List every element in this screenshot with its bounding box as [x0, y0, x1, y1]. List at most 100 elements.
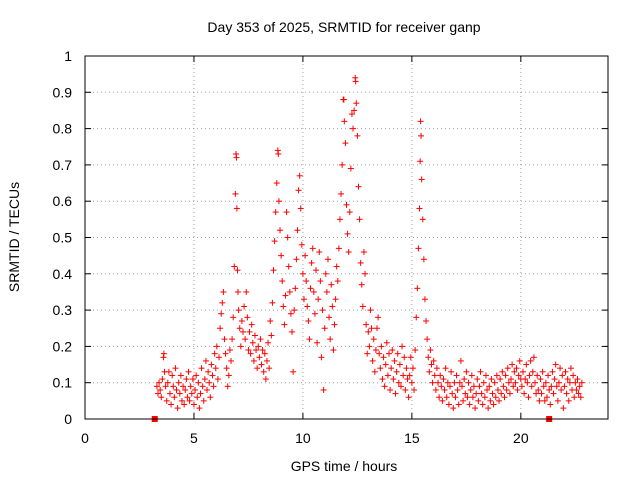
data-point	[358, 281, 365, 288]
data-point	[201, 376, 208, 383]
data-point	[538, 390, 545, 397]
data-point	[368, 325, 375, 332]
data-point	[185, 368, 192, 375]
data-point	[202, 357, 209, 364]
data-point	[218, 310, 225, 317]
data-point	[541, 397, 548, 404]
data-point	[408, 379, 415, 386]
y-tick-label: 0.8	[53, 121, 73, 137]
data-point	[574, 376, 581, 383]
data-point	[546, 386, 553, 393]
data-point	[469, 394, 476, 401]
data-point	[306, 336, 313, 343]
data-point	[577, 394, 584, 401]
data-point	[487, 397, 494, 404]
data-point	[275, 151, 282, 158]
data-point	[449, 390, 456, 397]
data-point	[226, 347, 233, 354]
data-point	[478, 390, 485, 397]
data-point	[213, 343, 220, 350]
data-point	[153, 383, 160, 390]
data-point	[166, 390, 173, 397]
data-point	[462, 390, 469, 397]
data-point	[463, 368, 470, 375]
data-point	[164, 379, 171, 386]
data-point	[453, 372, 460, 379]
data-point	[253, 347, 260, 354]
data-point	[311, 310, 318, 317]
data-point	[467, 386, 474, 393]
x-tick-label: 20	[513, 430, 529, 446]
data-point	[549, 368, 556, 375]
data-point	[328, 281, 335, 288]
data-point	[343, 201, 350, 208]
data-point	[403, 365, 410, 372]
data-point	[421, 296, 428, 303]
data-point	[205, 368, 212, 375]
data-point	[251, 332, 258, 339]
data-point	[324, 256, 331, 263]
data-point	[272, 209, 279, 216]
data-point	[435, 379, 442, 386]
data-point	[561, 383, 568, 390]
data-point	[259, 347, 266, 354]
data-point	[293, 256, 300, 263]
data-point	[176, 390, 183, 397]
data-point	[208, 361, 215, 368]
plot-frame	[84, 55, 609, 420]
data-point	[391, 357, 398, 364]
y-axis-label: SRMTID / TECUs	[6, 182, 22, 292]
data-point	[256, 354, 263, 361]
x-tick-label: 10	[295, 430, 311, 446]
data-point	[524, 379, 531, 386]
data-point	[527, 357, 534, 364]
data-point	[491, 379, 498, 386]
data-point	[178, 397, 185, 404]
data-point	[377, 365, 384, 372]
data-point	[550, 390, 557, 397]
data-point	[393, 368, 400, 375]
data-point	[346, 209, 353, 216]
data-point	[437, 372, 444, 379]
data-point	[535, 386, 542, 393]
data-point	[168, 401, 175, 408]
data-point	[267, 317, 274, 324]
data-point	[392, 390, 399, 397]
data-point	[204, 386, 211, 393]
data-point	[540, 383, 547, 390]
data-point	[406, 372, 413, 379]
data-point	[172, 365, 179, 372]
data-point	[327, 336, 334, 343]
data-point	[308, 259, 315, 266]
data-point	[369, 357, 376, 364]
data-point	[222, 350, 229, 357]
data-point	[426, 368, 433, 375]
data-point	[355, 183, 362, 190]
data-point	[344, 230, 351, 237]
data-point	[273, 180, 280, 187]
data-point	[520, 368, 527, 375]
data-point	[156, 379, 163, 386]
data-point	[522, 376, 529, 383]
data-point	[542, 379, 549, 386]
data-point	[266, 365, 273, 372]
data-point	[456, 379, 463, 386]
data-point	[354, 132, 361, 139]
y-tick-label: 0.3	[53, 302, 73, 318]
data-point	[504, 365, 511, 372]
data-point	[494, 386, 501, 393]
data-point	[187, 383, 194, 390]
data-point	[317, 278, 324, 285]
data-point	[269, 299, 276, 306]
data-point	[367, 307, 374, 314]
data-point	[503, 386, 510, 393]
data-point	[427, 347, 434, 354]
data-point	[165, 368, 172, 375]
data-point	[174, 405, 181, 412]
data-point	[198, 365, 205, 372]
data-point	[155, 390, 162, 397]
data-point	[237, 343, 244, 350]
data-point	[315, 296, 322, 303]
data-point	[447, 383, 454, 390]
